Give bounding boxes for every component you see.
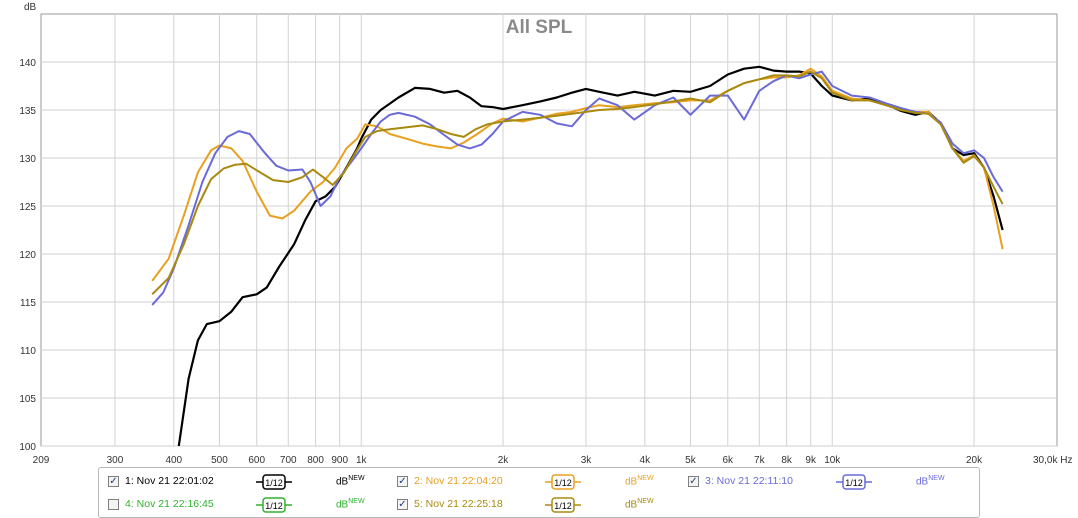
y-tick-label: 135: [19, 106, 36, 117]
legend-unit-sup: NEW: [637, 498, 654, 505]
smoothing-label: 1/12: [554, 501, 572, 511]
smoothing-icon[interactable]: 1/12: [836, 473, 872, 491]
x-tick-label: 10k: [824, 455, 841, 466]
legend-unit-text: dB: [625, 476, 638, 488]
legend-unit: dBNEW: [916, 475, 945, 487]
legend-label: 2: Nov 21 22:04:20: [414, 475, 503, 487]
y-tick-label: 140: [19, 58, 36, 69]
smoothing-icon-frame: [551, 474, 575, 490]
spl-chart: 100 105 110 115 120 125 130 135 140 209 300 400 500…: [19, 2, 1073, 466]
chart-title: All SPL: [506, 17, 573, 38]
smoothing-label: 1/12: [265, 501, 283, 511]
x-tick-label: 700: [280, 455, 297, 466]
legend-unit-text: dB: [336, 499, 349, 511]
x-tick-label: 209: [33, 455, 50, 466]
x-tick-label: 20k: [966, 455, 983, 466]
smoothing-icon-frame: [262, 497, 286, 513]
legend-checkbox[interactable]: ✓: [397, 499, 408, 510]
series-line: [151, 70, 1004, 306]
legend-checkbox[interactable]: ✓: [397, 476, 408, 487]
series-lines: [151, 65, 1004, 447]
legend-item: ✓ 5: Nov 21 22:25:18 1/12 dBNEW: [397, 497, 677, 515]
legend-unit: dBNEW: [336, 498, 365, 510]
y-tick-label: 110: [20, 346, 36, 357]
legend-checkbox[interactable]: ✓: [108, 476, 119, 487]
x-tick-label: 1k: [356, 455, 368, 466]
y-tick-label: 130: [19, 154, 36, 165]
smoothing-icon[interactable]: 1/12: [256, 496, 292, 514]
x-tick-label: 500: [211, 455, 228, 466]
smoothing-icon[interactable]: 1/12: [545, 496, 581, 514]
x-tick-label: 8k: [781, 455, 793, 466]
x-tick-label: 4k: [640, 455, 652, 466]
smoothing-label: 1/12: [845, 478, 863, 488]
x-tick-label: 6k: [722, 455, 734, 466]
legend-checkbox[interactable]: ✓: [688, 476, 699, 487]
x-tick-label: 600: [248, 455, 265, 466]
smoothing-label: 1/12: [265, 478, 283, 488]
smoothing-icon[interactable]: 1/12: [256, 473, 292, 491]
x-tick-label: 900: [331, 455, 348, 466]
x-tick-labels: 209 300 400 500 600 700 800 900 1k 2k 3k 4k 5k 6k 7k 8k…: [33, 455, 1073, 466]
legend-unit-text: dB: [916, 476, 929, 488]
x-tick-label: 30,0k Hz: [1033, 455, 1072, 466]
y-tick-labels: 100 105 110 115 120 125 130 135 140: [19, 58, 36, 453]
y-tick-label: 105: [19, 394, 36, 405]
plot-background: [40, 13, 1058, 447]
legend-unit-sup: NEW: [348, 475, 365, 482]
y-tick-label: 115: [20, 298, 36, 309]
legend-unit: dBNEW: [625, 498, 654, 510]
legend-unit: dBNEW: [625, 475, 654, 487]
legend-label: 1: Nov 21 22:01:02: [125, 475, 214, 487]
x-tick-label: 400: [165, 455, 182, 466]
smoothing-icon-frame: [262, 474, 286, 490]
y-tick-label: 125: [19, 202, 36, 213]
x-tick-label: 800: [307, 455, 324, 466]
x-tick-label: 7k: [754, 455, 766, 466]
grid: [41, 14, 1057, 447]
legend-item: ✓ 3: Nov 21 22:11:10 1/12 dBNEW: [688, 474, 968, 492]
x-tick-label: 300: [107, 455, 124, 466]
legend-item: ✓ 2: Nov 21 22:04:20 1/12 dBNEW: [397, 474, 677, 492]
legend-unit-sup: NEW: [348, 498, 365, 505]
legend-unit-sup: NEW: [637, 475, 654, 482]
legend-unit-text: dB: [336, 476, 349, 488]
legend-unit-text: dB: [625, 499, 638, 511]
legend-label: 3: Nov 21 22:11:10: [705, 475, 793, 487]
series-line: [151, 70, 1004, 296]
legend-unit-sup: NEW: [928, 475, 945, 482]
y-tick-label: 100: [19, 442, 36, 453]
x-tick-label: 2k: [498, 455, 510, 466]
legend-label: 4: Nov 21 22:16:45: [125, 498, 214, 510]
legend-checkbox[interactable]: [108, 499, 119, 510]
legend-item: ✓ 1: Nov 21 22:01:02 1/12 dBNEW: [108, 474, 388, 492]
smoothing-label: 1/12: [554, 478, 572, 488]
smoothing-icon[interactable]: 1/12: [545, 473, 581, 491]
x-tick-label: 5k: [685, 455, 697, 466]
legend-label: 5: Nov 21 22:25:18: [414, 498, 503, 510]
y-tick-label: 120: [19, 250, 36, 261]
legend-item: 4: Nov 21 22:16:45 1/12 dBNEW: [108, 497, 388, 515]
legend-unit: dBNEW: [336, 475, 365, 487]
smoothing-icon-frame: [551, 497, 575, 513]
x-tick-label: 9k: [805, 455, 817, 466]
legend-panel: ✓ 1: Nov 21 22:01:02 1/12 dBNEW ✓ 2: Nov 21 2…: [98, 467, 980, 518]
x-tick-label: 3k: [581, 455, 593, 466]
smoothing-icon-frame: [842, 474, 866, 490]
y-axis-label: dB: [24, 2, 37, 13]
